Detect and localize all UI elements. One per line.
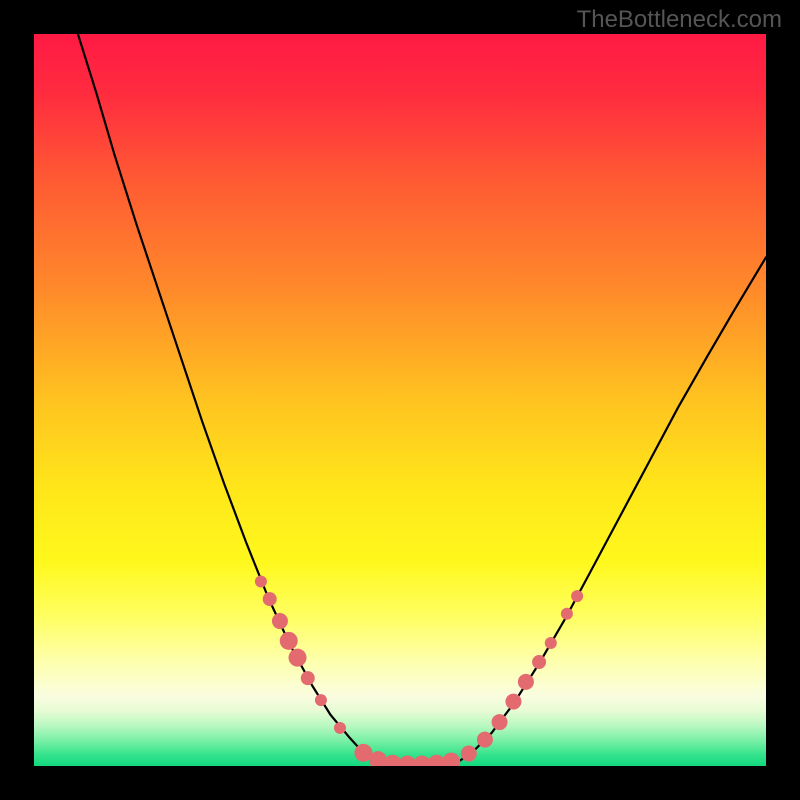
data-marker: [315, 694, 327, 706]
chart-background: [34, 34, 766, 766]
data-marker: [545, 637, 557, 649]
data-marker: [492, 714, 508, 730]
data-marker: [532, 655, 546, 669]
data-marker: [255, 576, 267, 588]
data-marker: [477, 732, 493, 748]
data-marker: [518, 674, 534, 690]
outer-frame: [0, 0, 800, 800]
data-marker: [289, 649, 307, 667]
data-marker: [272, 613, 288, 629]
data-marker: [301, 671, 315, 685]
data-marker: [561, 608, 573, 620]
watermark-text: TheBottleneck.com: [577, 6, 782, 34]
data-marker: [280, 632, 298, 650]
bottleneck-chart: [34, 34, 766, 766]
data-marker: [505, 694, 521, 710]
data-marker: [334, 722, 346, 734]
data-marker: [461, 746, 477, 762]
data-marker: [571, 590, 583, 602]
data-marker: [263, 592, 277, 606]
